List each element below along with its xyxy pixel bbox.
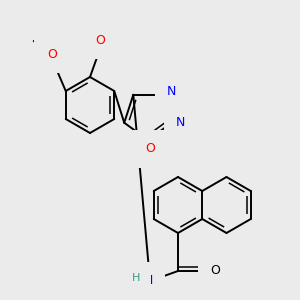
Text: N: N (176, 116, 185, 129)
Text: O: O (145, 142, 155, 155)
Text: O: O (47, 47, 57, 61)
Text: N: N (143, 274, 153, 287)
Text: H: H (132, 273, 140, 283)
Text: O: O (95, 34, 105, 46)
Text: N: N (167, 85, 176, 98)
Text: O: O (210, 265, 220, 278)
